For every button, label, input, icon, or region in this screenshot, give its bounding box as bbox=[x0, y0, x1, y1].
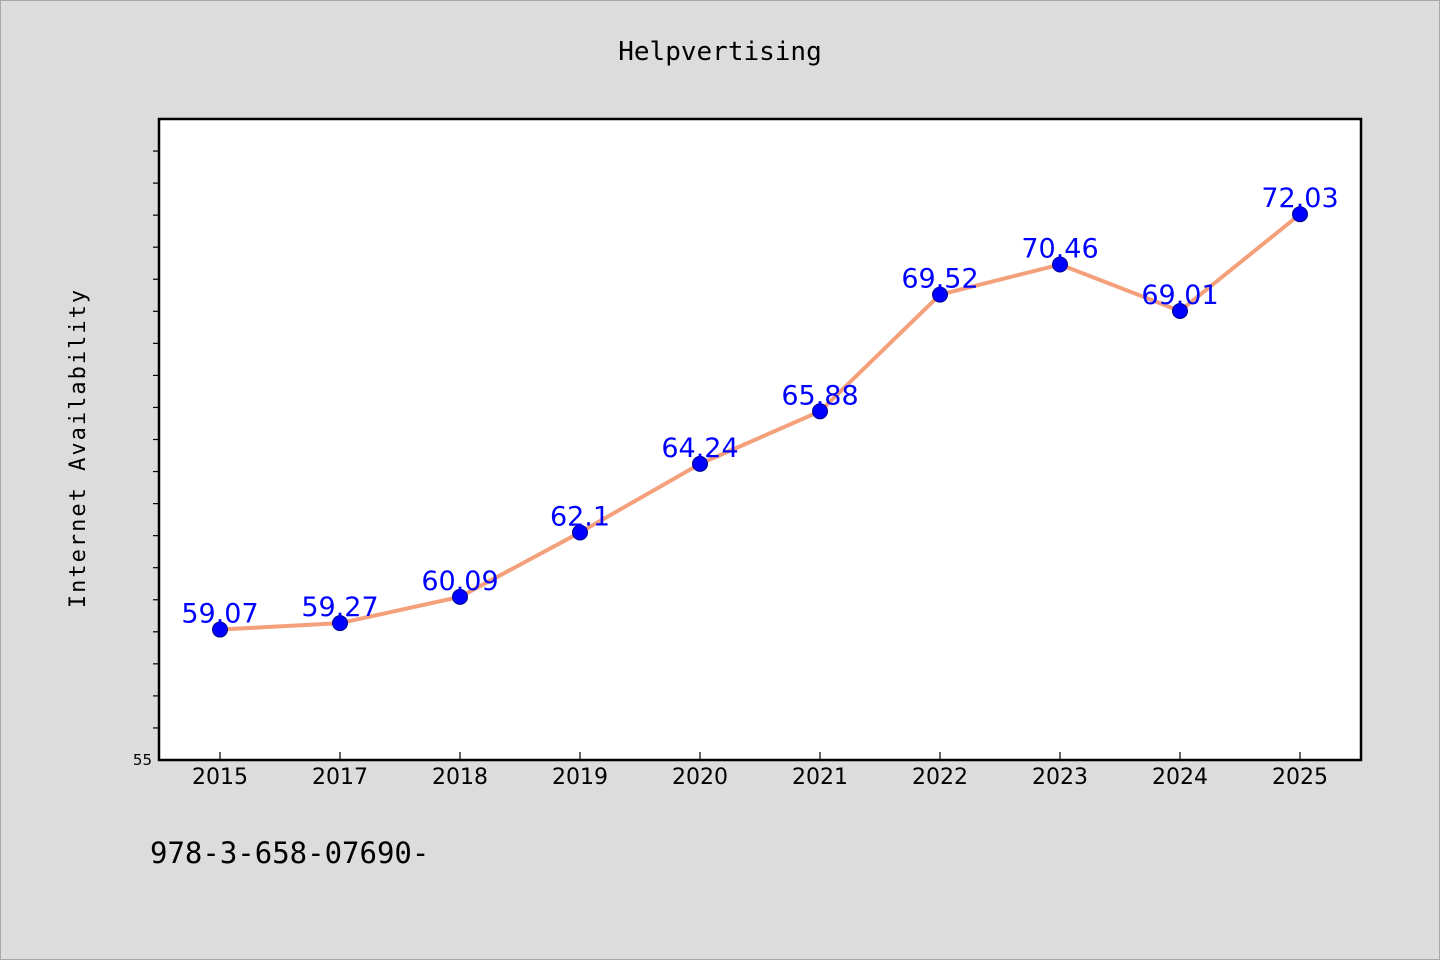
x-tick-label: 2023 bbox=[1032, 765, 1088, 790]
x-tick-label: 2019 bbox=[552, 765, 608, 790]
x-tick-label: 2025 bbox=[1272, 765, 1328, 790]
y-axis-ticks: 55 bbox=[133, 150, 159, 769]
series-line bbox=[219, 212, 1302, 632]
data-label: 60.09 bbox=[421, 566, 498, 597]
x-tick-label: 2018 bbox=[432, 765, 488, 790]
plot-area bbox=[157, 117, 1363, 762]
y-axis-label: Internet Availability bbox=[66, 288, 91, 608]
data-label: 69.01 bbox=[1141, 280, 1218, 311]
data-point bbox=[812, 403, 828, 420]
chart-title: Helpvertising bbox=[618, 37, 822, 67]
data-label: 59.07 bbox=[181, 599, 258, 630]
data-point bbox=[332, 615, 348, 632]
x-axis-ticks: 2015 2017 2018 2019 2020 2021 2022 2023 2024 2025 bbox=[192, 752, 1328, 790]
x-tick-label: 2015 bbox=[192, 765, 248, 790]
x-tick-label: 2017 bbox=[312, 765, 368, 790]
footer-text: 978-3-658-07690- bbox=[150, 836, 430, 870]
x-tick-label: 2020 bbox=[672, 765, 728, 790]
x-tick-label: 2024 bbox=[1152, 765, 1208, 790]
data-point bbox=[1292, 206, 1308, 223]
data-points bbox=[212, 206, 1308, 638]
data-label: 72.03 bbox=[1261, 183, 1338, 214]
data-label: 69.52 bbox=[901, 264, 978, 295]
data-point bbox=[452, 588, 468, 605]
data-label: 70.46 bbox=[1021, 234, 1098, 265]
data-point bbox=[1052, 256, 1068, 273]
data-label: 64.24 bbox=[661, 433, 738, 464]
x-tick-label: 2022 bbox=[912, 765, 968, 790]
data-point bbox=[572, 524, 588, 541]
y-tick-label: 55 bbox=[133, 751, 152, 769]
data-point bbox=[932, 286, 948, 303]
data-point bbox=[692, 455, 708, 472]
data-point bbox=[212, 621, 228, 638]
x-tick-label: 2021 bbox=[792, 765, 848, 790]
data-label: 62.1 bbox=[550, 501, 610, 532]
data-label: 59.27 bbox=[301, 592, 378, 623]
data-labels: 59.07 59.27 60.09 62.1 64.24 65.88 69.52 70.46 6… bbox=[181, 183, 1338, 629]
series-line-group bbox=[219, 212, 1302, 632]
data-label: 65.88 bbox=[781, 380, 858, 411]
data-point bbox=[1172, 302, 1188, 319]
